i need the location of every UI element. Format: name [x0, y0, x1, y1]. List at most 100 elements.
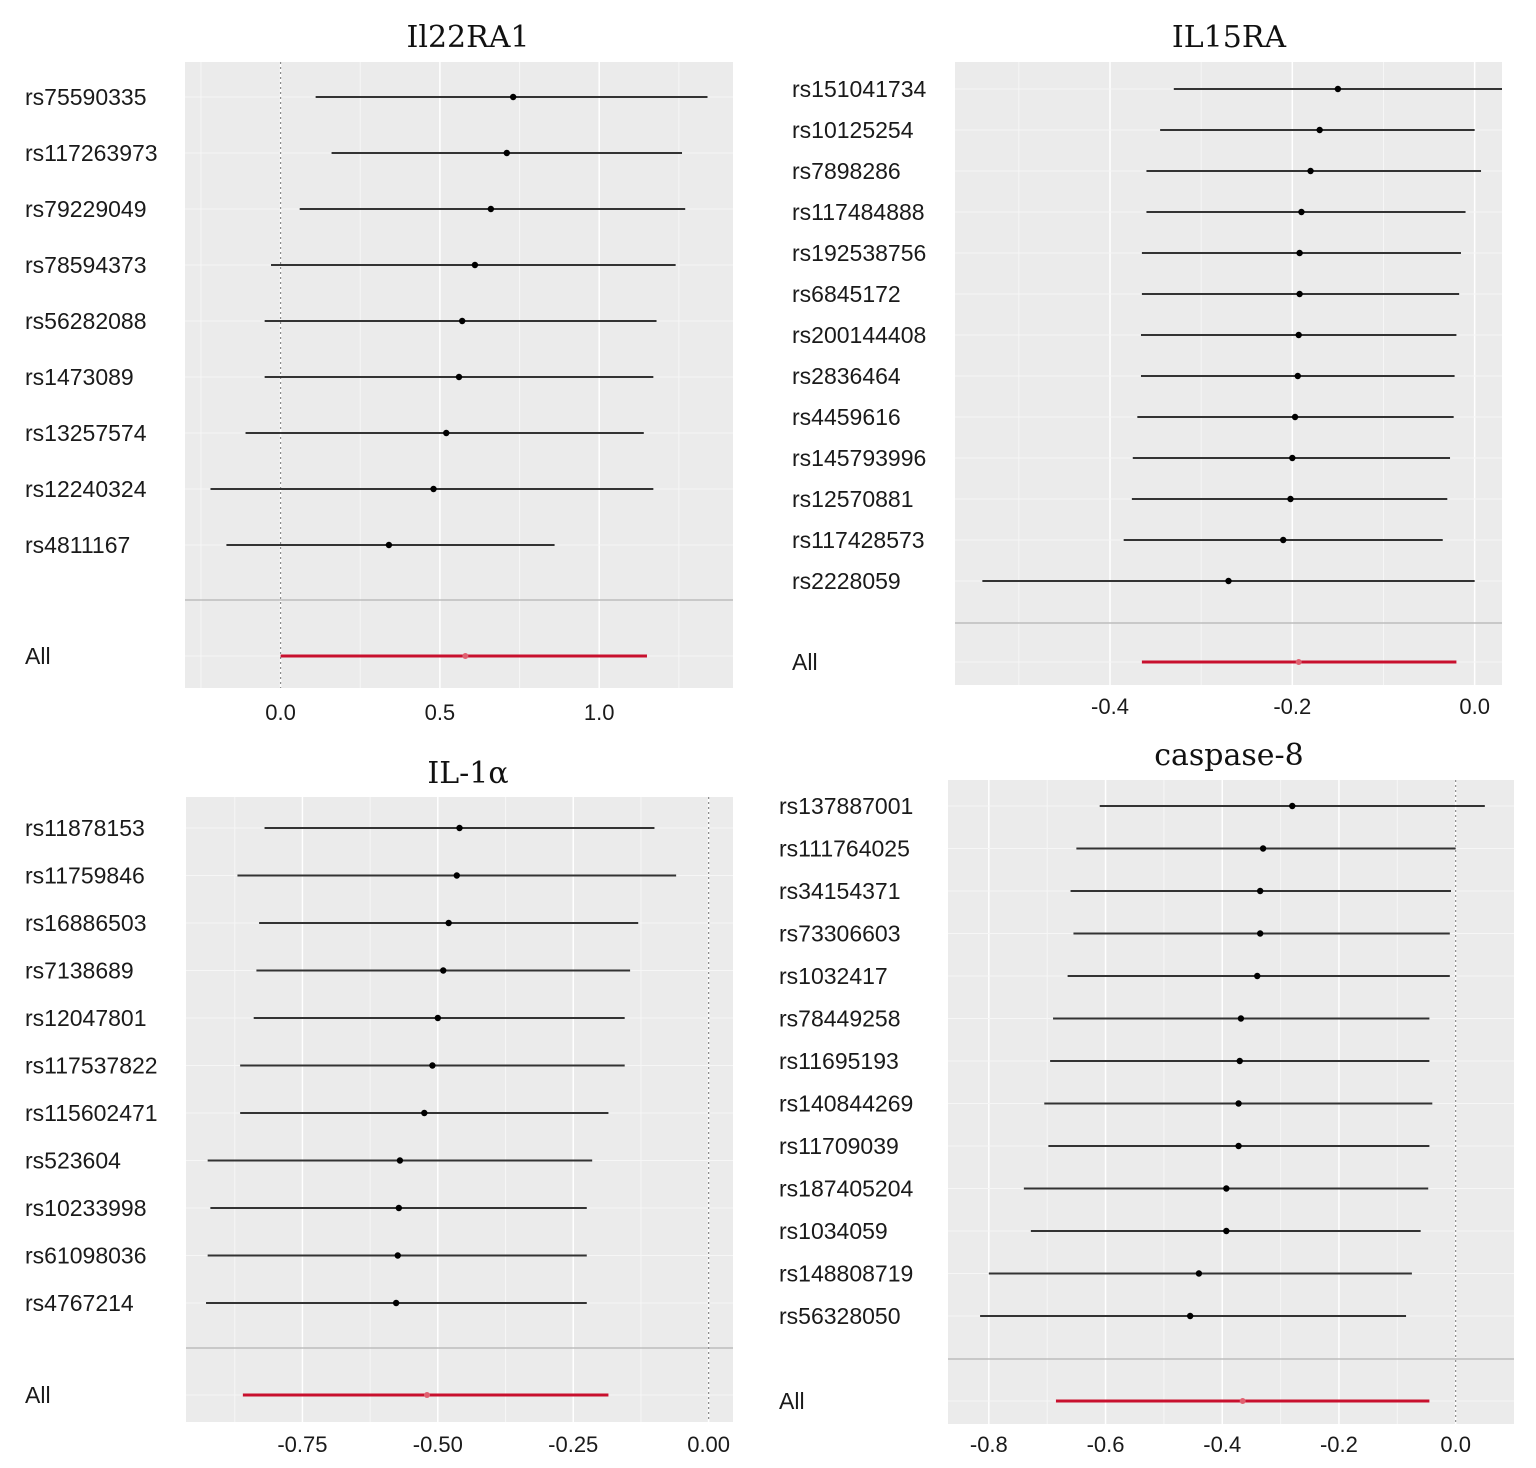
effect-estimate-point	[1195, 1270, 1203, 1277]
overall-estimate-point	[1295, 659, 1302, 665]
snp-label: rs11759846	[25, 863, 145, 889]
snp-label: rs117537822	[25, 1053, 158, 1079]
overall-estimate-point	[1239, 1398, 1246, 1404]
snp-label: rs56328050	[779, 1303, 901, 1329]
overall-label: All	[25, 643, 51, 669]
snp-label: rs115602471	[25, 1100, 158, 1126]
effect-estimate-point	[396, 1157, 404, 1164]
forest-panel-2: IL15RA -0.4 -0.2 0.0 rs151041734 rs10125254 rs…	[792, 20, 1502, 719]
effect-estimate-point	[1316, 126, 1323, 134]
effect-estimate-point	[1254, 972, 1261, 980]
effect-estimate-point	[1287, 495, 1294, 503]
snp-label: rs34154371	[779, 878, 901, 904]
x-tick-label: -0.50	[413, 1432, 463, 1457]
overall-label: All	[779, 1388, 805, 1414]
effect-estimate-point	[1259, 845, 1267, 852]
effect-estimate-point	[1291, 413, 1299, 421]
effect-estimate-point	[385, 541, 393, 549]
effect-estimate-point	[394, 1252, 401, 1259]
effect-estimate-point	[1296, 249, 1303, 257]
effect-estimate-point	[453, 872, 460, 879]
snp-label: rs111764025	[779, 836, 910, 862]
effect-estimate-point	[392, 1299, 400, 1307]
effect-estimate-point	[509, 93, 517, 101]
x-tick-label: -0.4	[1091, 694, 1129, 719]
overall-estimate-point	[424, 1392, 431, 1398]
effect-estimate-point	[445, 919, 452, 927]
effect-estimate-point	[430, 485, 437, 493]
panel-title: IL-1α	[427, 756, 508, 791]
x-tick-label: 1.0	[584, 700, 615, 725]
snp-label: rs192538756	[792, 240, 926, 266]
effect-estimate-point	[1236, 1057, 1243, 1065]
overall-estimate-point	[462, 653, 469, 659]
snp-label: rs10233998	[25, 1195, 147, 1221]
effect-estimate-point	[1307, 167, 1314, 175]
snp-label: rs2228059	[792, 568, 901, 594]
plot-background	[186, 797, 733, 1422]
effect-estimate-point	[487, 205, 495, 213]
effect-estimate-point	[1294, 372, 1301, 380]
snp-label: rs75590335	[25, 84, 147, 110]
effect-estimate-point	[1256, 930, 1264, 937]
effect-estimate-point	[429, 1062, 436, 1069]
snp-label: rs1473089	[25, 364, 134, 390]
snp-label: rs7898286	[792, 158, 901, 184]
effect-estimate-point	[1235, 1142, 1242, 1150]
snp-label: rs56282088	[25, 308, 147, 334]
effect-estimate-point	[1295, 331, 1302, 339]
snp-label: rs61098036	[25, 1243, 147, 1269]
effect-estimate-point	[440, 967, 447, 974]
effect-estimate-point	[503, 149, 510, 157]
panel-title: IL15RA	[1172, 20, 1287, 55]
effect-estimate-point	[458, 317, 466, 325]
effect-estimate-point	[1186, 1312, 1194, 1320]
snp-label: rs2836464	[792, 363, 901, 389]
snp-label: rs4459616	[792, 404, 901, 430]
x-tick-label: -0.2	[1320, 1432, 1358, 1457]
x-tick-label: -0.75	[277, 1432, 327, 1457]
effect-estimate-point	[1237, 1015, 1245, 1022]
snp-label: rs1034059	[779, 1218, 888, 1244]
x-tick-label: -0.2	[1273, 694, 1311, 719]
snp-label: rs11709039	[779, 1133, 899, 1159]
effect-estimate-point	[434, 1014, 442, 1022]
forest-panel-4: caspase-8 -0.8 -0.6 -0.4 -0.2 0.0 rs137887001 r…	[779, 738, 1514, 1457]
effect-estimate-point	[1223, 1185, 1230, 1192]
snp-label: rs1032417	[779, 963, 888, 989]
snp-label: rs12240324	[25, 476, 147, 502]
snp-label: rs16886503	[25, 910, 147, 936]
effect-estimate-point	[443, 429, 450, 437]
x-tick-label: 0.5	[425, 700, 456, 725]
effect-estimate-point	[1280, 536, 1287, 544]
effect-estimate-point	[1289, 454, 1296, 462]
effect-estimate-point	[395, 1204, 403, 1212]
snp-label: rs148808719	[779, 1261, 913, 1287]
panel-title: caspase-8	[1154, 738, 1304, 773]
snp-label: rs137887001	[779, 793, 913, 819]
panel-title: Il22RA1	[407, 20, 530, 55]
snp-label: rs140844269	[779, 1091, 913, 1117]
snp-label: rs151041734	[792, 76, 926, 102]
snp-label: rs117263973	[25, 140, 158, 166]
x-tick-label: -0.25	[548, 1432, 598, 1457]
effect-estimate-point	[421, 1109, 428, 1117]
snp-label: rs11878153	[25, 815, 145, 841]
effect-estimate-point	[1225, 577, 1232, 585]
effect-estimate-point	[1256, 887, 1264, 895]
forest-panel-1: Il22RA1 0.0 0.5 1.0 rs75590335 rs117263973 rs7…	[25, 20, 733, 725]
plot-background	[948, 780, 1514, 1424]
effect-estimate-point	[455, 373, 463, 381]
effect-estimate-point	[1296, 290, 1303, 298]
snp-label: rs4811167	[25, 532, 130, 558]
x-tick-label: -0.4	[1203, 1432, 1241, 1457]
snp-label: rs4767214	[25, 1290, 134, 1316]
forest-panel-3: IL-1α -0.75 -0.50 -0.25 0.00 rs11878153 rs1175…	[25, 756, 733, 1457]
x-tick-label: 0.0	[265, 700, 296, 725]
snp-label: rs6845172	[792, 281, 901, 307]
effect-estimate-point	[1334, 85, 1342, 93]
effect-estimate-point	[456, 824, 463, 832]
snp-label: rs78594373	[25, 252, 147, 278]
effect-estimate-point	[1298, 208, 1305, 216]
x-tick-label: -0.6	[1087, 1432, 1125, 1457]
